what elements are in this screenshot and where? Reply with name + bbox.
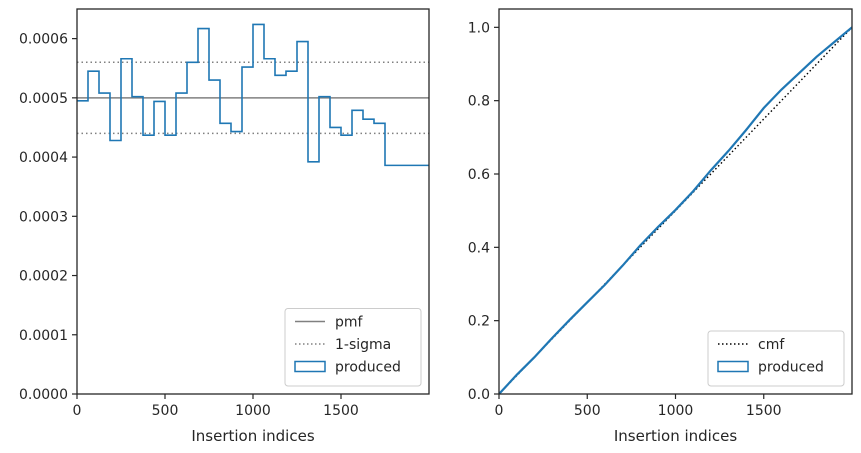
produced-histogram-step: [77, 23, 429, 167]
x-tick-label: 1500: [746, 403, 782, 419]
y-tick-label: 0.0002: [19, 269, 68, 285]
x-axis-label: Insertion indices: [191, 427, 314, 445]
y-tick-label: 0.0003: [19, 209, 68, 225]
y-tick-label: 0.0005: [19, 91, 68, 107]
legend-box: [284, 308, 422, 387]
x-tick-label: 0: [73, 403, 82, 419]
y-tick-label: 0.8: [468, 94, 490, 110]
x-tick-label: 0: [495, 403, 504, 419]
y-tick-label: 0.0004: [19, 150, 68, 166]
x-tick-label: 1000: [235, 403, 271, 419]
y-tick-label: 1.0: [468, 20, 490, 36]
x-tick-label: 1500: [323, 403, 359, 419]
y-tick-label: 0.4: [468, 240, 490, 256]
legend-label-produced: produced: [758, 360, 824, 376]
x-axis-label: Insertion indices: [614, 427, 737, 445]
y-tick-label: 0.0: [468, 387, 490, 403]
plot-area: [499, 26, 852, 394]
produced-series-line: [499, 26, 852, 394]
y-tick-label: 0.2: [468, 314, 490, 330]
x-tick-label: 500: [574, 403, 601, 419]
legend-label-produced: produced: [335, 360, 401, 376]
legend-label-cmf: cmf: [758, 337, 785, 353]
legend-swatch-produced: [294, 360, 326, 373]
legend: cmf produced: [707, 330, 845, 387]
x-tick-label: 1000: [658, 403, 694, 419]
legend-label-1-sigma: 1-sigma: [335, 337, 391, 353]
y-tick-label: 0.0006: [19, 32, 68, 48]
x-tick-label: 500: [152, 403, 179, 419]
y-tick-label: 0.0000: [19, 387, 68, 403]
legend-label-pmf: pmf: [335, 315, 364, 331]
y-tick-label: 0.6: [468, 167, 490, 183]
y-tick-label: 0.0001: [19, 328, 68, 344]
legend-swatch-produced: [717, 360, 749, 373]
plot-area: [77, 23, 429, 167]
legend: pmf 1-sigma produced: [284, 308, 422, 387]
